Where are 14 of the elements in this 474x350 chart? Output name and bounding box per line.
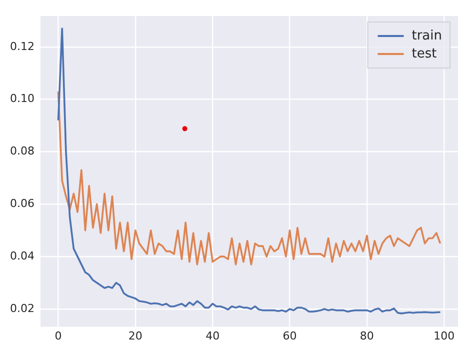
x-tick-label: 20 bbox=[128, 329, 142, 342]
x-tick-label: 80 bbox=[360, 329, 374, 342]
y-tick-label: 0.02 bbox=[10, 302, 34, 315]
y-tick-label: 0.04 bbox=[10, 249, 34, 262]
y-tick-label: 0.08 bbox=[10, 144, 34, 158]
x-tick-label: 40 bbox=[206, 329, 220, 342]
y-tick-label: 0.10 bbox=[10, 92, 34, 106]
legend-label: test bbox=[412, 46, 437, 62]
x-tick-label: 0 bbox=[54, 329, 62, 342]
y-tick-label: 0.06 bbox=[10, 197, 34, 210]
y-tick-label: 0.12 bbox=[10, 40, 34, 53]
x-tick-label: 60 bbox=[282, 329, 297, 342]
legend-label: train bbox=[412, 28, 442, 44]
x-tick-label: 100 bbox=[434, 329, 455, 342]
